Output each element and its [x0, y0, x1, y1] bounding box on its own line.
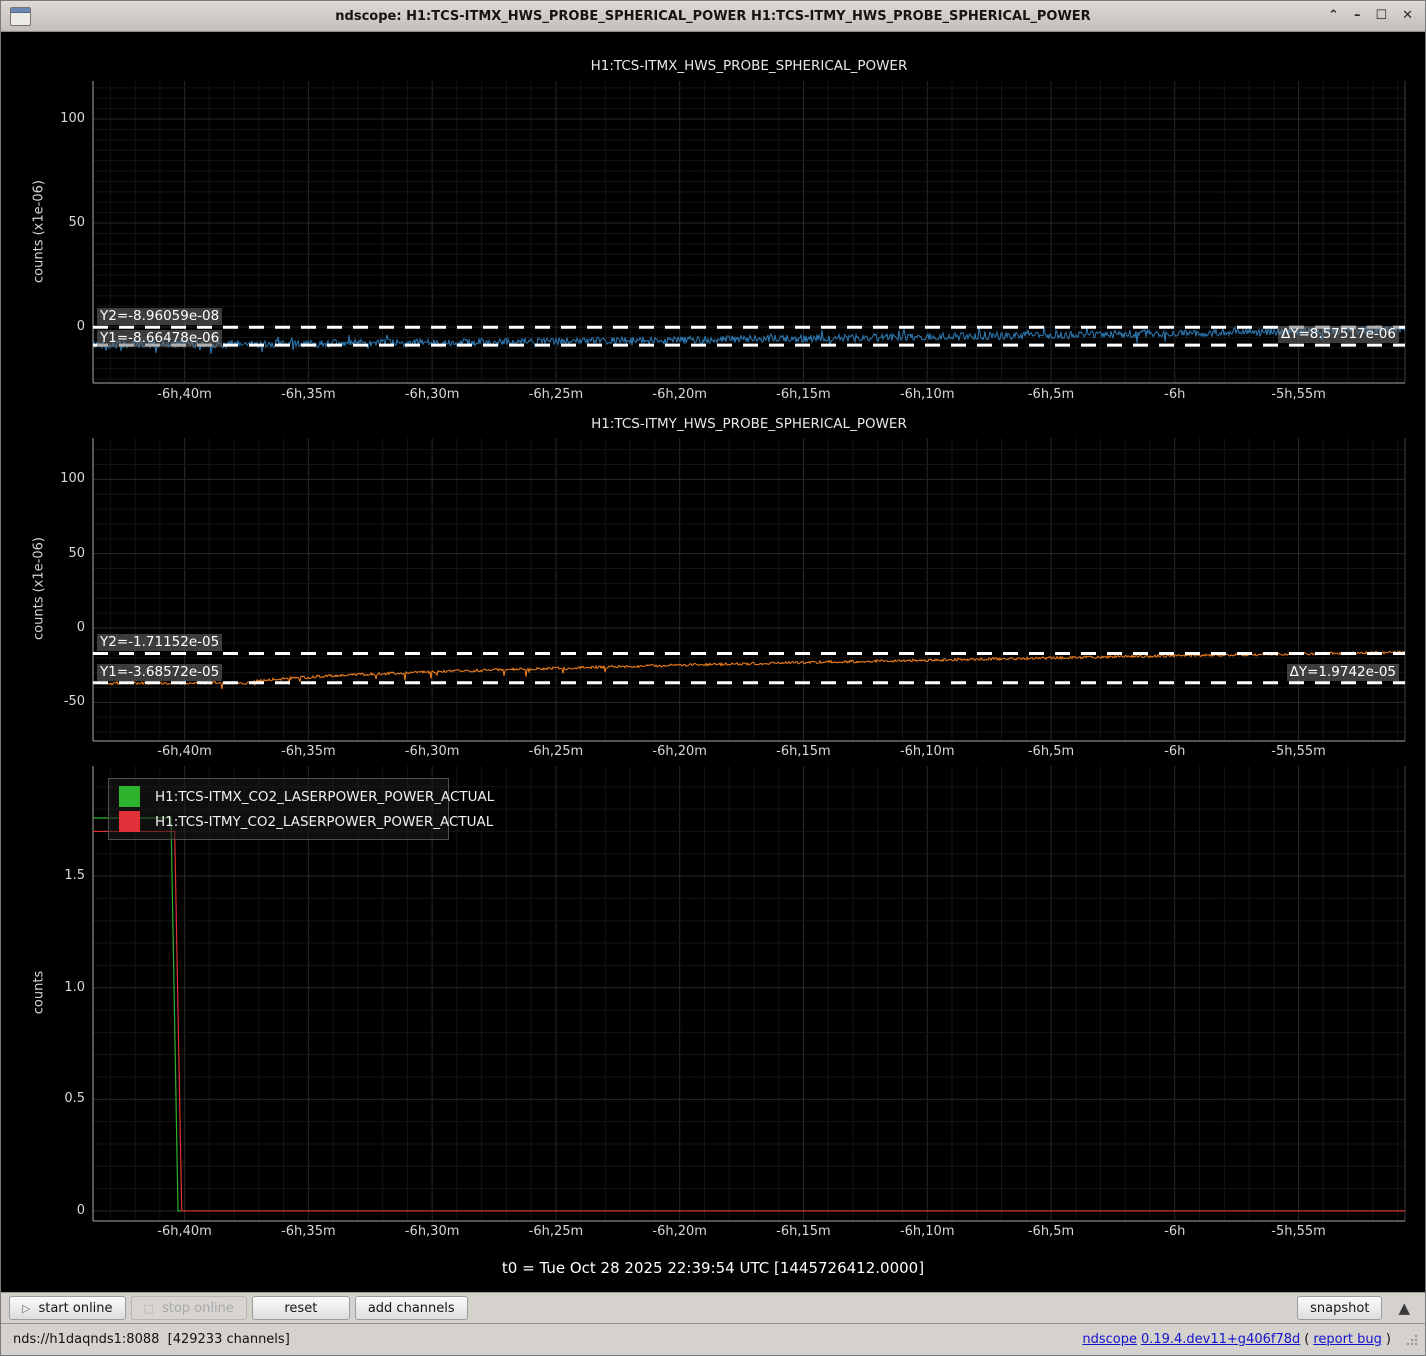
- paren-close: ): [1386, 1332, 1391, 1347]
- plot2-cursor-y1-label: Y1=-3.68572e-05: [97, 664, 222, 681]
- window-controls: ⌃ – ☐ ✕: [1328, 2, 1425, 30]
- window-title: ndscope: H1:TCS-ITMX_HWS_PROBE_SPHERICAL…: [1, 9, 1425, 24]
- y-tick-label: 0.5: [25, 1091, 85, 1106]
- plot1-ylabel: counts (x1e-06): [32, 82, 47, 382]
- t0-timestamp: t0 = Tue Oct 28 2025 22:39:54 UTC [14457…: [1, 1259, 1425, 1277]
- x-tick-label: -6h,40m: [157, 744, 212, 759]
- x-tick-label: -6h: [1164, 744, 1185, 759]
- x-tick-label: -6h,5m: [1028, 387, 1074, 402]
- y-tick-label: -50: [25, 694, 85, 709]
- y-tick-label: 0: [25, 620, 85, 635]
- legend-label: H1:TCS-ITMY_CO2_LASERPOWER_POWER_ACTUAL: [155, 814, 493, 830]
- x-tick-label: -6h: [1164, 387, 1185, 402]
- x-tick-label: -6h,20m: [652, 387, 707, 402]
- x-tick-label: -6h,5m: [1028, 744, 1074, 759]
- x-tick-label: -6h,10m: [900, 744, 955, 759]
- x-tick-label: -6h,35m: [281, 387, 336, 402]
- version-link[interactable]: 0.19.4.dev11+g406f78d: [1141, 1332, 1300, 1347]
- play-icon: ▷: [22, 1302, 30, 1315]
- x-tick-label: -6h,15m: [776, 744, 831, 759]
- x-tick-label: -6h,15m: [776, 387, 831, 402]
- y-tick-label: 50: [25, 215, 85, 230]
- minimize-window-icon[interactable]: –: [1354, 2, 1361, 30]
- x-tick-label: -5h,55m: [1271, 1224, 1326, 1239]
- plot1-cursor-y2-label: Y2=-8.96059e-08: [97, 308, 222, 325]
- version-links: ndscope 0.19.4.dev11+g406f78d ( report bu…: [1082, 1332, 1419, 1347]
- reset-button[interactable]: reset: [252, 1296, 350, 1320]
- reset-label: reset: [284, 1301, 317, 1316]
- plot2-cursor-dy-label: ΔY=1.9742e-05: [1287, 664, 1399, 681]
- x-tick-label: -6h,35m: [281, 1224, 336, 1239]
- x-tick-label: -6h,15m: [776, 1224, 831, 1239]
- legend-swatch-green: [119, 786, 140, 807]
- nds-server-status: nds://h1daqnds1:8088 [429233 channels]: [13, 1332, 290, 1347]
- snapshot-button[interactable]: snapshot: [1297, 1296, 1382, 1320]
- x-tick-label: -6h,25m: [529, 387, 584, 402]
- x-tick-label: -6h,5m: [1028, 1224, 1074, 1239]
- x-tick-label: -6h: [1164, 1224, 1185, 1239]
- legend-label: H1:TCS-ITMX_CO2_LASERPOWER_POWER_ACTUAL: [155, 789, 494, 805]
- ndscope-window: H1:TCS-ITMX_HWS_PROBE_SPHERICAL_POWER H1…: [0, 0, 1426, 1356]
- plot1-cursor-y1-label: Y1=-8.66478e-06: [97, 330, 222, 347]
- x-tick-label: -6h,30m: [405, 744, 460, 759]
- start-online-button[interactable]: ▷ start online: [9, 1296, 126, 1320]
- y-tick-label: 1.5: [25, 868, 85, 883]
- plot3-legend: H1:TCS-ITMX_CO2_LASERPOWER_POWER_ACTUAL …: [108, 778, 449, 840]
- x-tick-label: -6h,10m: [900, 387, 955, 402]
- stop-icon: □: [144, 1302, 154, 1315]
- x-tick-label: -5h,55m: [1271, 387, 1326, 402]
- plot2-title: H1:TCS-ITMY_HWS_PROBE_SPHERICAL_POWER: [93, 416, 1405, 432]
- x-tick-label: -5h,55m: [1271, 744, 1326, 759]
- add-channels-button[interactable]: add channels: [355, 1296, 468, 1320]
- x-tick-label: -6h,20m: [652, 1224, 707, 1239]
- x-tick-label: -6h,10m: [900, 1224, 955, 1239]
- x-tick-label: -6h,20m: [652, 744, 707, 759]
- stop-online-button[interactable]: □ stop online: [131, 1296, 247, 1320]
- y-tick-label: 1.0: [25, 980, 85, 995]
- x-tick-label: -6h,30m: [405, 387, 460, 402]
- status-bar: nds://h1daqnds1:8088 [429233 channels] n…: [1, 1323, 1425, 1355]
- plot2-cursor-y2-label: Y2=-1.71152e-05: [97, 634, 222, 651]
- x-tick-label: -6h,40m: [157, 387, 212, 402]
- legend-swatch-red: [119, 811, 140, 832]
- expand-toolbar-arrow-icon[interactable]: ▲: [1398, 1299, 1410, 1317]
- x-tick-label: -6h,35m: [281, 744, 336, 759]
- x-tick-label: -6h,25m: [529, 1224, 584, 1239]
- report-bug-link[interactable]: report bug: [1313, 1332, 1382, 1347]
- ndscope-link[interactable]: ndscope: [1082, 1332, 1137, 1347]
- resize-grip[interactable]: [1405, 1333, 1419, 1347]
- start-online-label: start online: [38, 1301, 112, 1316]
- y-tick-label: 0: [25, 1203, 85, 1218]
- y-tick-label: 100: [25, 111, 85, 126]
- toolbar: ▷ start online □ stop online reset add c…: [1, 1292, 1425, 1323]
- add-channels-label: add channels: [368, 1301, 455, 1316]
- title-bar: ndscope: H1:TCS-ITMX_HWS_PROBE_SPHERICAL…: [1, 1, 1425, 32]
- legend-item-itmy-co2: H1:TCS-ITMY_CO2_LASERPOWER_POWER_ACTUAL: [119, 809, 438, 834]
- stop-online-label: stop online: [162, 1301, 234, 1316]
- plot1-cursor-dy-label: ΔY=8.57517e-06: [1278, 326, 1399, 343]
- x-tick-label: -6h,25m: [529, 744, 584, 759]
- shade-window-icon[interactable]: ⌃: [1328, 2, 1339, 30]
- legend-item-itmx-co2: H1:TCS-ITMX_CO2_LASERPOWER_POWER_ACTUAL: [119, 784, 438, 809]
- x-tick-label: -6h,40m: [157, 1224, 212, 1239]
- plot1-title: H1:TCS-ITMX_HWS_PROBE_SPHERICAL_POWER: [93, 58, 1405, 74]
- x-tick-label: -6h,30m: [405, 1224, 460, 1239]
- snapshot-label: snapshot: [1310, 1301, 1369, 1316]
- maximize-window-icon[interactable]: ☐: [1375, 2, 1387, 30]
- paren-open: (: [1304, 1332, 1309, 1347]
- close-window-icon[interactable]: ✕: [1402, 2, 1413, 30]
- window-icon: [10, 7, 31, 26]
- y-tick-label: 100: [25, 471, 85, 486]
- y-tick-label: 50: [25, 546, 85, 561]
- y-tick-label: 0: [25, 319, 85, 334]
